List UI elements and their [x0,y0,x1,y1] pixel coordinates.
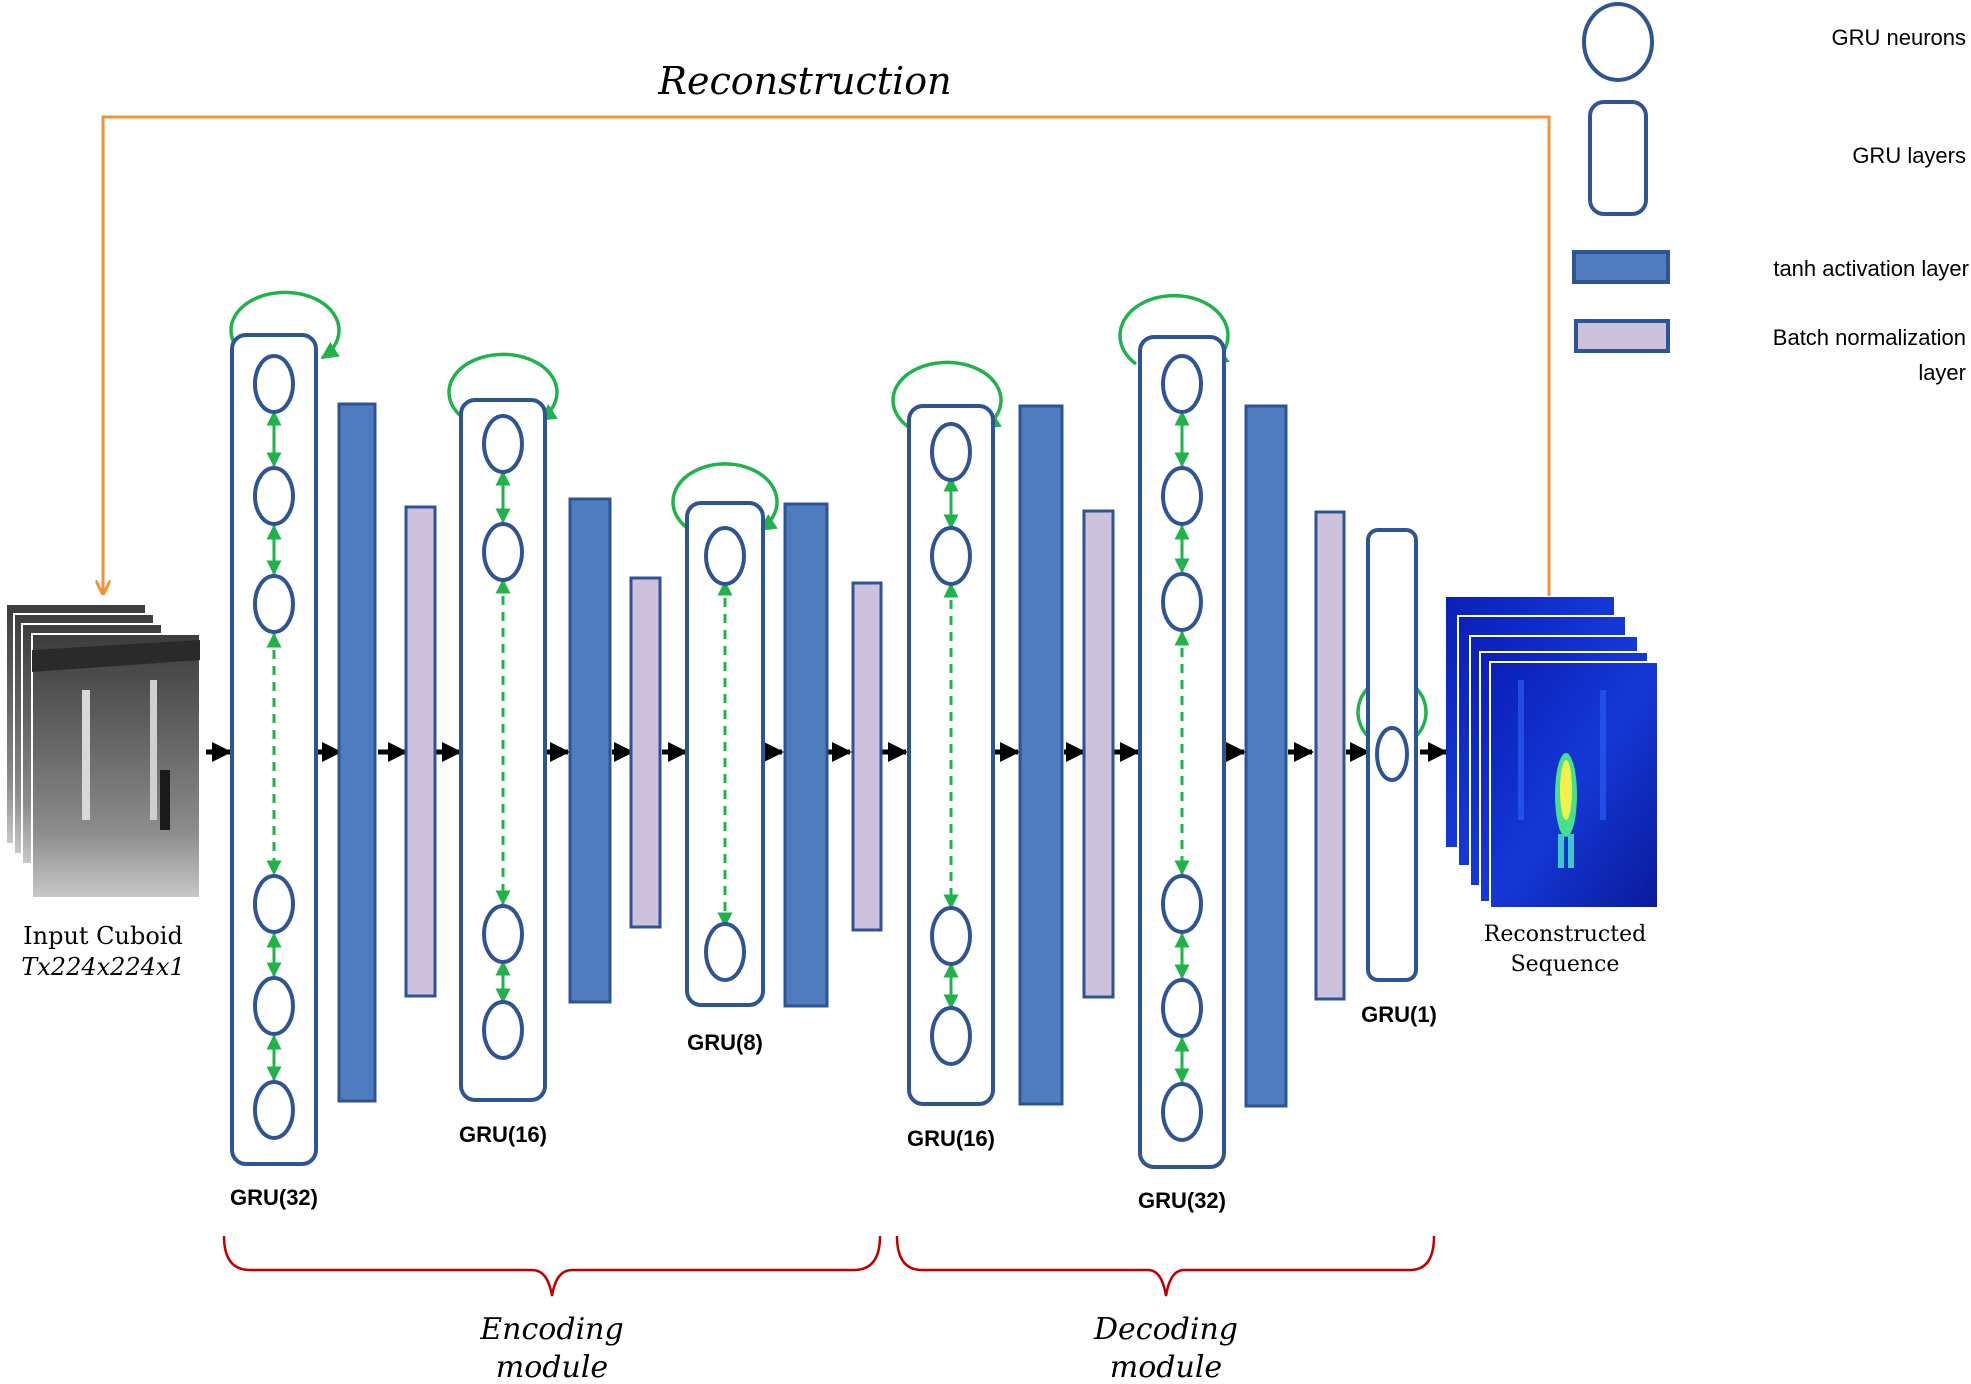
gru-neuron [1161,466,1203,526]
legend-layers-label: GRU layers [1852,143,1966,168]
legend-tanh-label: tanh activation layer [1773,256,1969,281]
gru-neuron [1161,572,1203,632]
reconstruction-title: Reconstruction [657,59,951,103]
batchnorm-layer [1314,510,1346,1001]
gru-layer-enc-32 [229,290,341,1166]
gru-neuron [482,904,524,964]
gru-neuron [1161,1082,1203,1142]
label-dec-gru32: GRU(32) [1138,1188,1226,1213]
gru-neuron [930,422,972,482]
gru-neuron [930,906,972,966]
gru-neuron [482,1000,524,1060]
gru-neuron [253,1080,295,1140]
label-dec-gru1: GRU(1) [1361,1002,1437,1027]
batchnorm-layer [629,576,662,929]
legend-batchnorm-label-line1: Batch normalization [1773,325,1966,350]
input-cuboid-image [5,603,201,899]
decoding-module-brace [895,1235,1436,1297]
gru-neuron [930,1006,972,1066]
legend-gru-layer-icon [1588,100,1648,216]
input-label-line2: Tx224x224x1 [21,953,185,981]
tanh-layer [1018,404,1064,1106]
gru-layer-dec-1 [1356,528,1428,982]
tanh-layer [783,502,829,1008]
gru-neuron [1161,978,1203,1038]
gru-layer-dec-16 [891,360,1003,1106]
decoding-module-line1: Decoding [1093,1312,1238,1347]
legend-neurons-label: GRU neurons [1831,25,1966,50]
gru-layer-dec-32 [1118,293,1230,1169]
label-enc-gru8: GRU(8) [687,1030,763,1055]
label-enc-gru16: GRU(16) [459,1122,547,1147]
tanh-layer [337,402,377,1103]
output-label-line1: Reconstructed [1484,922,1646,947]
gru-neuron [704,922,746,982]
gru-neuron [253,874,295,934]
label-dec-gru16: GRU(16) [907,1126,995,1151]
gru-neuron [253,574,295,634]
gru-neuron [253,976,295,1036]
legend-batchnorm-label-line2: layer [1918,360,1966,385]
reconstruction-loop [103,115,1551,596]
batchnorm-layer [404,505,437,998]
batchnorm-layer [851,581,883,932]
encoding-module-line1: Encoding [479,1312,623,1347]
decoding-module-line2: module [1110,1350,1222,1384]
gru-neuron [482,414,524,474]
gru-neuron [1161,354,1203,414]
gru-neuron [704,526,746,586]
tanh-layer [568,497,612,1004]
output-label-line2: Sequence [1511,952,1620,977]
legend: GRU neurons GRU layers tanh activation l… [1572,2,1969,385]
gru-neuron [1161,874,1203,934]
batchnorm-layer [1082,509,1115,999]
encoding-module-brace [222,1235,882,1297]
gru-neuron [253,354,295,414]
gru-neuron [1375,726,1409,782]
legend-tanh-icon [1572,250,1670,284]
gru-layer-enc-16 [447,352,559,1102]
gru-neuron [482,522,524,582]
reconstructed-sequence-image [1446,597,1659,909]
tanh-layer [1244,404,1288,1108]
gru-neuron [253,466,295,526]
legend-neuron-icon [1582,2,1654,82]
legend-batchnorm-icon [1574,319,1670,353]
gru-layer-enc-8 [671,462,779,1007]
encoding-module-line2: module [496,1350,608,1384]
gru-neuron [930,526,972,586]
label-enc-gru32: GRU(32) [230,1185,318,1210]
input-label-line1: Input Cuboid [23,922,183,950]
